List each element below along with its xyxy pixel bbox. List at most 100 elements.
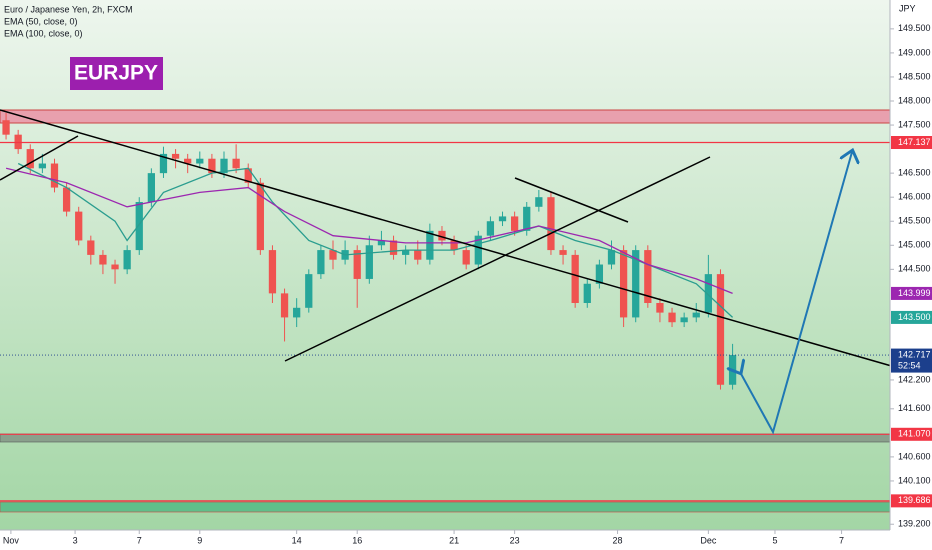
symbol: EURJPY [74, 62, 158, 85]
y-tick-label: 146.500 [898, 168, 931, 178]
candle-body [208, 158, 216, 174]
candle-body [644, 250, 652, 303]
price-badge-label: 143.999 [898, 288, 931, 298]
candle-body [474, 235, 482, 265]
projection-arrow [740, 152, 852, 435]
price-badge [891, 136, 932, 150]
candle-body [135, 201, 143, 251]
candle-body [486, 221, 495, 236]
candle-body [547, 197, 555, 251]
y-tick-label: 140.100 [898, 475, 931, 485]
candle-body [256, 182, 264, 251]
x-tick-label: 14 [292, 535, 302, 545]
price-axis [890, 0, 932, 550]
candle-body [365, 245, 373, 279]
y-tick-label: 144.500 [898, 264, 931, 274]
candle-body [317, 250, 325, 275]
candle-body [559, 250, 567, 255]
candle-body [26, 149, 34, 169]
candle-body [462, 250, 470, 265]
y-tick-label: 147.500 [898, 119, 931, 129]
currency: JPY [899, 3, 916, 13]
candle-body [38, 163, 47, 169]
candle-body [656, 302, 664, 313]
legend-entry: EMA (50, close, 0) [4, 16, 78, 26]
candle-body [353, 250, 361, 279]
y-tick-label: 139.200 [898, 519, 931, 529]
y-tick-label: 140.600 [898, 451, 931, 461]
price-badge-label: 147.137 [898, 137, 931, 147]
price-badge [891, 286, 932, 300]
candle-body [377, 240, 386, 246]
candle-body [523, 206, 531, 231]
candle-body [728, 355, 737, 385]
candle-body [268, 250, 277, 294]
y-tick-label: 142.200 [898, 374, 931, 384]
candle-body [510, 216, 519, 231]
candle-body [704, 274, 712, 313]
x-tick-label: 28 [613, 535, 623, 545]
candle-body [62, 187, 71, 212]
y-tick-label: 148.000 [898, 95, 931, 105]
candle-body [280, 293, 289, 318]
candle-body [426, 230, 434, 260]
y-tick-label: 148.500 [898, 71, 931, 81]
x-tick-label: 9 [197, 535, 202, 545]
y-tick-label: 145.500 [898, 216, 931, 226]
price-badge [891, 348, 932, 373]
x-tick-label: 7 [137, 535, 142, 545]
price-badge-label: 143.500 [898, 312, 931, 322]
ema-line [17, 162, 734, 318]
ema-line [5, 167, 733, 295]
candle-body [171, 153, 180, 159]
support-zone [0, 433, 891, 443]
candle-body [244, 168, 252, 183]
y-tick-label: 146.000 [898, 192, 931, 202]
candle-body [716, 274, 725, 385]
candle-body [220, 158, 228, 174]
candle-body [123, 250, 131, 270]
candle-body [329, 250, 337, 260]
x-tick-label: 5 [772, 535, 777, 545]
candle-body [99, 254, 107, 265]
candle-body [632, 250, 640, 318]
candle-body [450, 240, 458, 251]
y-tick-label: 149.500 [898, 23, 931, 33]
candle-body [196, 158, 204, 164]
candle-body [232, 158, 240, 169]
candle-body [159, 153, 168, 174]
symbol-badge [70, 57, 163, 90]
x-tick-label: Nov [3, 535, 20, 545]
resistance-zone [0, 109, 891, 124]
candle-body [438, 230, 446, 241]
y-tick-label: 149.000 [898, 47, 931, 57]
price-badge [891, 494, 932, 508]
candle-body [414, 250, 422, 260]
support-zone [0, 501, 891, 513]
candle-body [535, 197, 543, 207]
x-tick-label: 3 [73, 535, 78, 545]
candle-body [87, 240, 95, 255]
candle-body [111, 264, 119, 270]
candle-body [2, 120, 10, 135]
candle-body [595, 264, 604, 284]
candle-body [498, 216, 507, 222]
trend-line [284, 156, 711, 362]
x-tick-label: 7 [839, 535, 844, 545]
candle-body [619, 250, 628, 318]
candle-body [607, 250, 616, 265]
candle-body [402, 250, 410, 255]
candle-body [14, 134, 22, 150]
x-tick-label: Dec [700, 535, 717, 545]
price-badge [891, 310, 932, 324]
candle-body [692, 312, 700, 318]
candle-body [389, 240, 398, 255]
price-badge [891, 427, 932, 441]
candle-body [680, 317, 688, 323]
price-badge-label: 139.686 [898, 495, 931, 505]
candle-body [583, 283, 591, 303]
candle-body [571, 254, 579, 303]
candle-body [50, 163, 59, 188]
price-badge-label: 142.717 [898, 349, 931, 359]
